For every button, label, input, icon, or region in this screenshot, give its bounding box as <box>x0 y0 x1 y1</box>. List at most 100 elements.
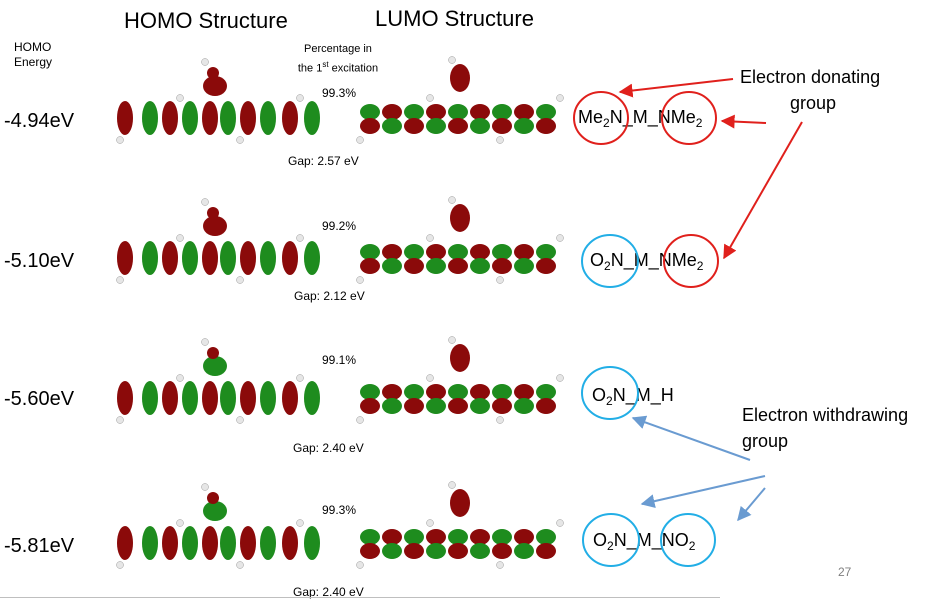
homo-orbital-lobe <box>240 526 256 560</box>
lumo-orbital-lobe <box>492 118 512 134</box>
lumo-orbital-lobe <box>382 384 402 400</box>
homo-orbital-lobe <box>282 241 298 275</box>
homo-orbital-lobe <box>142 526 158 560</box>
homo-orbital-lobe <box>282 101 298 135</box>
lumo-orbital-lobe <box>514 543 534 559</box>
lumo-orbital-lobe <box>492 398 512 414</box>
lumo-orbital-lobe <box>382 258 402 274</box>
homo-orbital-lobe <box>182 241 198 275</box>
lumo-orbital-lobe <box>404 529 424 545</box>
lumo-orbital-lobe <box>470 529 490 545</box>
lumo-orbital-lobe <box>470 398 490 414</box>
lumo-orbital-lobe <box>360 118 380 134</box>
arrow-donating-1 <box>618 78 734 98</box>
lumo-orbital-lobe <box>426 543 446 559</box>
atom <box>296 94 304 102</box>
atom <box>236 276 244 284</box>
lumo-orbital-lobe <box>360 529 380 545</box>
lumo-orbital-lobe <box>426 529 446 545</box>
lumo-orbital-lobe <box>382 543 402 559</box>
acceptor-circle-row4-left <box>582 513 640 567</box>
atom <box>116 561 124 569</box>
lumo-orbital-lobe <box>426 118 446 134</box>
atom <box>448 196 456 204</box>
lumo-orbital-lobe <box>382 244 402 260</box>
homo-orbital-lobe <box>202 101 218 135</box>
atom <box>448 481 456 489</box>
atom <box>426 234 434 242</box>
homo-orbital-lobe <box>282 381 298 415</box>
homo-orbital-lobe <box>202 241 218 275</box>
lumo-orbital-lobe <box>450 489 470 517</box>
atom <box>556 374 564 382</box>
atom <box>296 519 304 527</box>
lumo-orbital-lobe <box>426 104 446 120</box>
atom <box>448 336 456 344</box>
lumo-orbital-lobe <box>450 204 470 232</box>
lumo-orbital-lobe <box>514 529 534 545</box>
homo-orbital-lobe <box>142 101 158 135</box>
atom <box>426 519 434 527</box>
electron-withdrawing-label: Electron withdrawing group <box>742 405 909 451</box>
lumo-orbital-lobe <box>492 529 512 545</box>
lumo-orbital-lobe <box>450 64 470 92</box>
homo-orbital-lobe <box>182 526 198 560</box>
homo-orbital-lobe <box>260 241 276 275</box>
homo-orbital-lobe <box>207 492 219 504</box>
lumo-orbital-lobe <box>470 543 490 559</box>
arrow-donating-3 <box>723 121 803 260</box>
homo-orbital-lobe <box>117 241 133 275</box>
donor-circle-row1-right <box>661 91 717 145</box>
atom <box>201 198 209 206</box>
formula-row-1: Me2N_M_NMe2 <box>578 107 703 130</box>
percentage-header-line1: Percentage in <box>304 43 372 55</box>
lumo-orbital-lobe <box>536 543 556 559</box>
acceptor-circle-row4-right <box>660 513 716 567</box>
percentage-header: Percentage in the 1st excitation <box>283 41 393 77</box>
gap-row-3: Gap: 2.40 eV <box>293 441 364 455</box>
lumo-structure-header: LUMO Structure <box>375 6 534 31</box>
homo-energy-row-2: -5.10eV <box>4 250 75 272</box>
percentage-header-line2: the 1st excitation <box>297 60 379 75</box>
lumo-orbital-lobe <box>492 244 512 260</box>
atom <box>176 519 184 527</box>
molecule-orbitals <box>116 56 564 569</box>
arrow-donating-2 <box>720 114 767 129</box>
lumo-orbital-lobe <box>360 258 380 274</box>
formula-row-4: O2N_M_NO2 <box>593 530 696 553</box>
lumo-orbital-lobe <box>470 244 490 260</box>
atom <box>116 276 124 284</box>
homo-orbital-lobe <box>162 526 178 560</box>
lumo-orbital-lobe <box>514 258 534 274</box>
atom <box>176 374 184 382</box>
homo-orbital-lobe <box>203 356 227 376</box>
atom <box>556 519 564 527</box>
lumo-orbital-lobe <box>470 118 490 134</box>
gap-row-4: Gap: 2.40 eV <box>293 585 364 599</box>
percentage-row-4: 99.3% <box>322 503 357 517</box>
homo-structure-header: HOMO Structure <box>124 8 288 33</box>
atom <box>236 136 244 144</box>
lumo-orbital-lobe <box>448 398 468 414</box>
lumo-orbital-lobe <box>404 104 424 120</box>
homo-orbital-lobe <box>207 67 219 79</box>
lumo-orbital-lobe <box>404 398 424 414</box>
lumo-orbital-lobe <box>404 543 424 559</box>
lumo-orbital-lobe <box>360 398 380 414</box>
lumo-orbital-lobe <box>426 258 446 274</box>
atom <box>556 94 564 102</box>
lumo-orbital-lobe <box>448 384 468 400</box>
lumo-orbital-lobe <box>360 104 380 120</box>
atom <box>176 234 184 242</box>
lumo-orbital-lobe <box>536 258 556 274</box>
atom <box>356 136 364 144</box>
atom <box>356 276 364 284</box>
lumo-orbital-lobe <box>492 384 512 400</box>
homo-orbital-lobe <box>207 347 219 359</box>
lumo-orbital-lobe <box>426 398 446 414</box>
lumo-orbital-lobe <box>470 258 490 274</box>
homo-energy-row-1: -4.94eV <box>4 110 75 132</box>
lumo-orbital-lobe <box>514 104 534 120</box>
lumo-orbital-lobe <box>426 244 446 260</box>
atom <box>116 416 124 424</box>
